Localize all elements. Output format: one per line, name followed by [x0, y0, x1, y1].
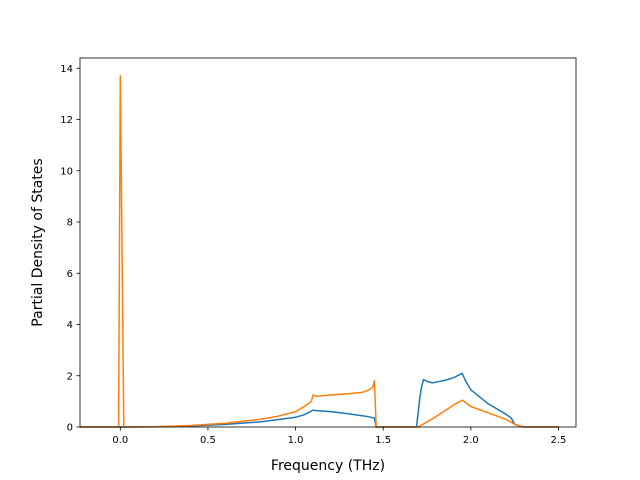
x-tick-label: 0.5	[200, 435, 216, 446]
y-axis-label: Partial Density of States	[30, 158, 46, 326]
series-line-2	[80, 75, 559, 428]
plot-frame	[79, 57, 577, 428]
x-tick-label: 1.0	[288, 435, 304, 446]
y-tick-label: 6	[67, 269, 73, 280]
y-tick-label: 2	[67, 371, 73, 382]
y-tick-label: 10	[60, 166, 73, 177]
x-tick-label: 0.0	[112, 435, 128, 446]
y-tick-label: 12	[60, 115, 73, 126]
x-axis: 0.0 0.5 1.0 1.5 2.0 2.5	[112, 427, 566, 446]
y-tick-label: 8	[67, 218, 73, 229]
y-axis: 0 2 4 6 8 10 12 14	[60, 64, 80, 434]
y-tick-label: 0	[67, 423, 73, 434]
plot-area	[80, 58, 576, 427]
x-tick-label: 2.5	[551, 435, 567, 446]
y-tick-label: 4	[67, 320, 73, 331]
x-tick-label: 1.5	[375, 435, 391, 446]
x-axis-label: Frequency (THz)	[271, 458, 385, 474]
x-tick-label: 2.0	[463, 435, 479, 446]
y-tick-label: 14	[60, 64, 73, 75]
